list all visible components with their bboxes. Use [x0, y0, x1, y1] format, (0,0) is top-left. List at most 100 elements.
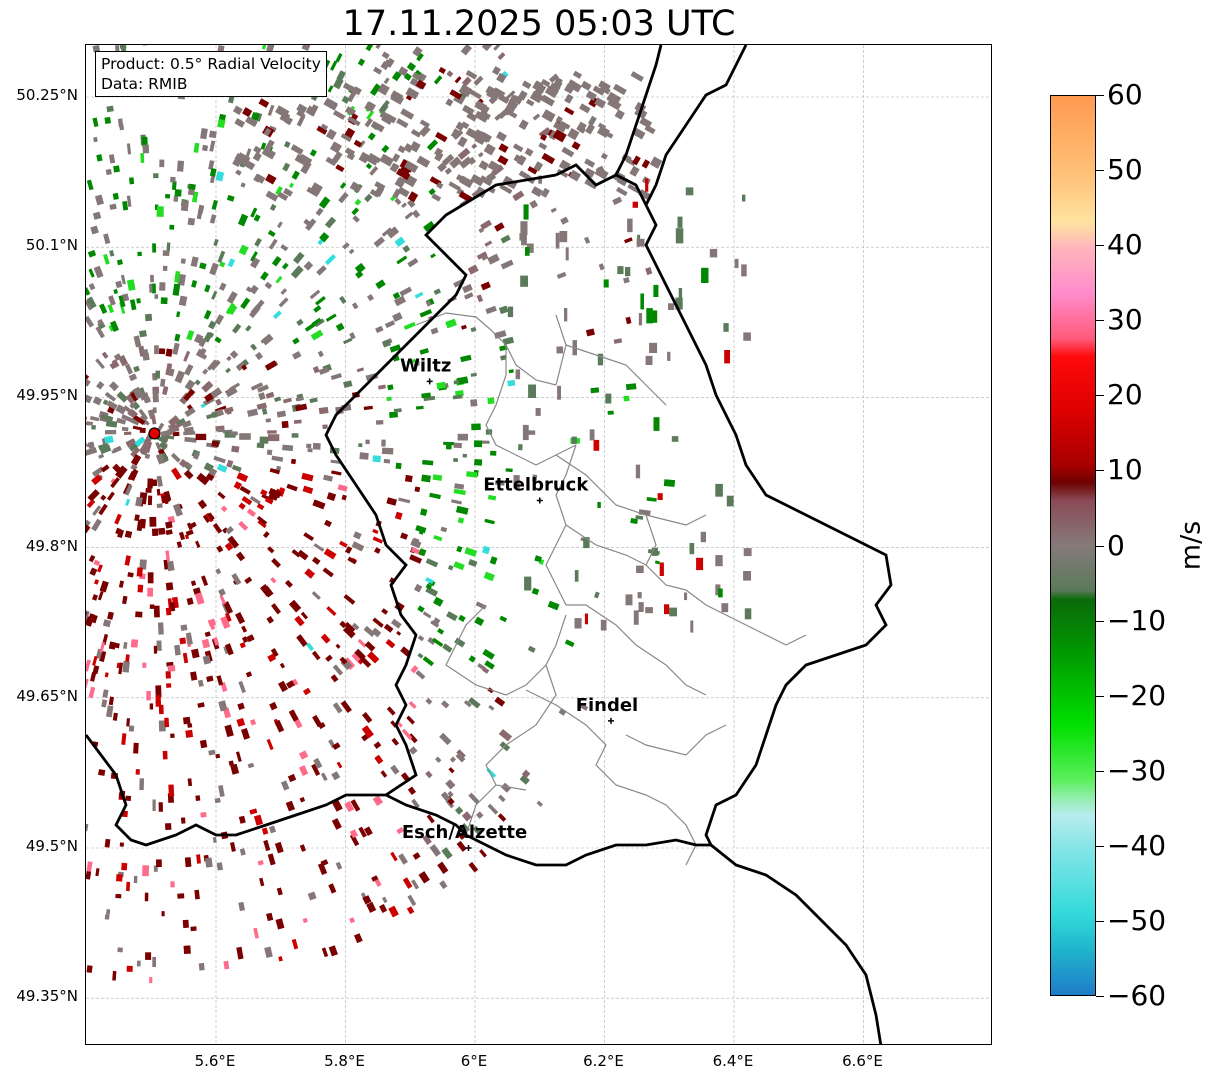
echo-gate [297, 549, 309, 561]
echo-gate [430, 620, 440, 628]
echo-gate [422, 459, 434, 466]
echo-gate [108, 381, 119, 392]
echo-gate [101, 414, 114, 422]
echo-gate [261, 408, 268, 415]
echo-gate [607, 410, 614, 415]
echo-gate [124, 484, 133, 496]
echo-gate [196, 854, 201, 864]
echo-gate [105, 168, 112, 176]
echo-gate [267, 853, 276, 866]
echo-gate [318, 196, 331, 209]
echo-gate [232, 157, 242, 168]
echo-gate [560, 216, 569, 225]
echo-gate [161, 494, 170, 504]
echo-gate [180, 258, 186, 264]
echo-gate [479, 110, 491, 120]
echo-gate [295, 403, 308, 412]
echo-gate [261, 827, 269, 835]
echo-gate [311, 317, 322, 326]
echo-gate [513, 154, 524, 164]
echo-gate [257, 384, 269, 393]
echo-gate [402, 245, 411, 253]
echo-gate [250, 207, 258, 218]
echo-gate [217, 427, 224, 433]
echo-gate [390, 851, 398, 862]
echo-gate [315, 296, 326, 306]
colorbar-tick-mark [1096, 245, 1104, 247]
echo-gate [607, 98, 622, 111]
echo-gate [170, 733, 175, 738]
echo-gate [468, 697, 481, 709]
echo-gate [184, 436, 197, 443]
echo-gate [371, 627, 382, 638]
longitude-tick-label: 5.6°E [194, 1052, 236, 1070]
echo-gate [267, 104, 275, 117]
echo-gate [348, 248, 355, 255]
echo-gate [625, 594, 633, 606]
echo-gate [98, 503, 108, 516]
echo-gate [637, 592, 642, 599]
echo-gate [359, 656, 372, 668]
cities: Wiltz Ettelbruck Findel Esch/Alzette [400, 355, 638, 851]
radar-map[interactable]: Wiltz Ettelbruck Findel Esch/Alzette [85, 44, 992, 1045]
echo-gate [625, 157, 637, 167]
echo-gate [392, 188, 402, 199]
echo-gate [286, 680, 295, 689]
echo-gate [296, 110, 306, 119]
echo-gate [281, 420, 289, 429]
echo-gate [245, 116, 258, 128]
echo-gate [310, 329, 324, 341]
echo-gate [342, 625, 356, 639]
echo-gate [259, 436, 269, 444]
echo-gate [646, 308, 653, 324]
colorbar-tick-mark [1096, 545, 1104, 547]
echo-gate [106, 400, 118, 410]
echo-gate [434, 151, 444, 162]
echo-gate [320, 633, 331, 644]
echo-gate [112, 712, 118, 721]
echo-gate [169, 422, 182, 430]
echo-gate [112, 445, 122, 453]
echo-gate [384, 320, 396, 329]
echo-gate [215, 568, 222, 575]
echo-gate [139, 518, 146, 529]
echo-gate [426, 139, 439, 151]
echo-gate [231, 464, 242, 473]
echo-gate [165, 529, 173, 536]
echo-gate [178, 458, 188, 468]
echo-gate [156, 859, 162, 868]
echo-gate [385, 113, 397, 124]
echo-gate [224, 385, 238, 398]
map-canvas[interactable]: Wiltz Ettelbruck Findel Esch/Alzette [86, 45, 992, 1045]
colorbar-tick-label: −30 [1107, 753, 1167, 787]
echo-gate [202, 144, 209, 152]
echo-gate [488, 704, 495, 711]
echo-gate [432, 617, 441, 625]
echo-gate [471, 423, 481, 431]
longitude-tick-label: 6°E [460, 1052, 488, 1070]
echo-gate [168, 665, 176, 672]
echo-gate [457, 517, 465, 524]
echo-gate [165, 671, 172, 679]
echo-gate [450, 128, 461, 139]
echo-gate [274, 396, 282, 402]
echo-gate [459, 175, 474, 189]
colorbar-tick-label: −50 [1107, 903, 1167, 937]
echo-gate [349, 332, 356, 340]
echo-gate [534, 80, 544, 88]
latitude-tick-label: 49.5°N [25, 837, 78, 855]
longitude-tick-label: 6.4°E [712, 1052, 754, 1070]
echo-gate [291, 938, 299, 950]
echo-gate [198, 962, 205, 971]
colorbar-tick-mark [1096, 845, 1104, 847]
echo-gate [392, 312, 403, 322]
echo-gate [200, 353, 208, 360]
echo-gate [298, 765, 309, 776]
echo-gate [553, 79, 563, 90]
echo-gate [373, 66, 383, 75]
echo-gate [399, 286, 413, 297]
echo-gate [535, 408, 541, 416]
echo-gate [638, 602, 644, 612]
echo-gate [446, 70, 454, 78]
echo-gate [86, 415, 87, 421]
